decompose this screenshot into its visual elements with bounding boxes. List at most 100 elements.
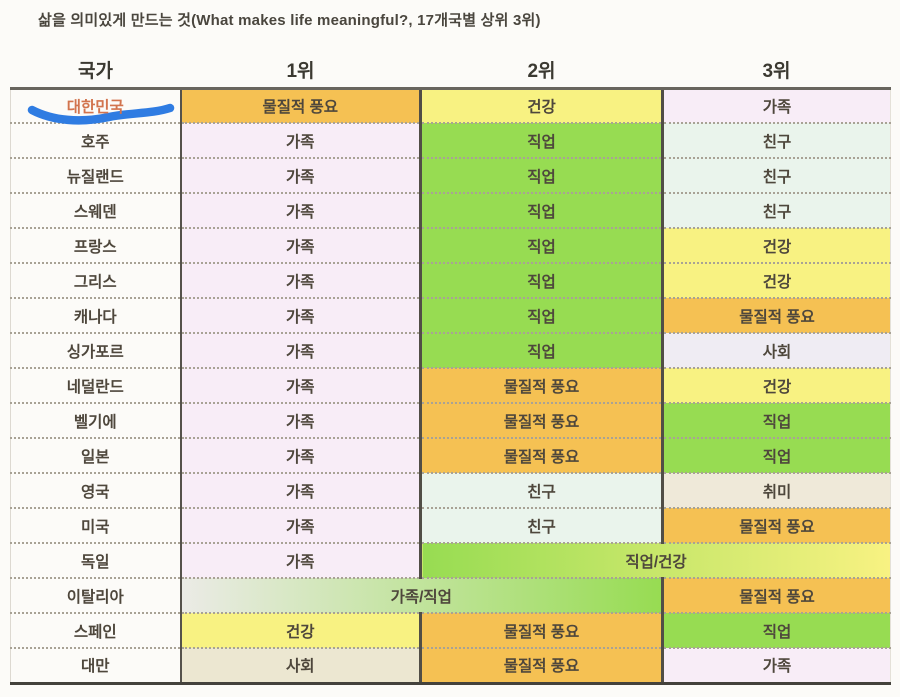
rank-cell: 가족	[179, 367, 421, 403]
rank-cell: 사회	[179, 647, 421, 685]
rank-cell: 직업	[419, 262, 663, 298]
country-label: 네덜란드	[66, 378, 124, 396]
country-label: 싱가포르	[66, 343, 124, 361]
table-row: 영국 가족 친구 취미	[10, 472, 891, 508]
rank-cell: 가족	[179, 297, 421, 333]
rank-cell: 가족	[179, 192, 421, 228]
country-cell: 프랑스	[10, 227, 181, 263]
country-cell: 스페인	[10, 612, 181, 648]
table-row: 프랑스 가족 직업 건강	[10, 227, 891, 263]
table-row: 벨기에 가족 물질적 풍요 직업	[10, 402, 891, 438]
table-row: 뉴질랜드 가족 직업 친구	[10, 157, 891, 193]
rank-cell: 친구	[661, 192, 891, 228]
rank-cell: 직업	[419, 157, 663, 193]
country-label: 독일	[80, 553, 110, 571]
rank-cell: 친구	[419, 507, 663, 543]
rank-cell: 가족	[179, 402, 421, 438]
rank-cell: 물질적 풍요	[661, 297, 891, 333]
rank-cell: 가족	[179, 437, 421, 473]
header-row: 국가 1위 2위 3위	[10, 45, 891, 90]
rank-cell: 직업	[661, 402, 891, 438]
country-label: 벨기에	[73, 413, 117, 431]
country-label: 스웨덴	[73, 203, 117, 221]
country-label: 미국	[80, 518, 110, 536]
rank-cell: 물질적 풍요	[419, 367, 663, 403]
country-cell: 영국	[10, 472, 181, 508]
rank-cell: 건강	[661, 367, 891, 403]
country-label: 뉴질랜드	[66, 168, 124, 186]
rank-cell: 직업	[419, 122, 663, 158]
country-cell: 대만	[10, 647, 181, 685]
rank-cell: 친구	[661, 122, 891, 158]
table-row: 캐나다 가족 직업 물질적 풍요	[10, 297, 891, 333]
country-label: 이탈리아	[66, 588, 124, 606]
rank-cell: 가족	[661, 647, 891, 685]
rank-cell: 가족	[179, 157, 421, 193]
table-row: 네덜란드 가족 물질적 풍요 건강	[10, 367, 891, 403]
rank-cell: 건강	[179, 612, 421, 648]
table-row: 대만 사회 물질적 풍요 가족	[10, 647, 891, 685]
country-label: 일본	[80, 448, 110, 466]
country-cell: 미국	[10, 507, 181, 543]
country-label: 캐나다	[73, 308, 117, 326]
rank-cell: 직업	[419, 297, 663, 333]
country-cell: 스웨덴	[10, 192, 181, 228]
country-label: 스페인	[73, 623, 117, 641]
country-label: 프랑스	[73, 238, 117, 256]
country-label: 대한민국	[66, 98, 124, 116]
country-cell: 뉴질랜드	[10, 157, 181, 193]
country-cell: 대한민국	[10, 88, 181, 125]
rank-cell: 친구	[419, 472, 663, 508]
table-row: 미국 가족 친구 물질적 풍요	[10, 507, 891, 543]
rank-cell: 건강	[419, 88, 663, 123]
rank-cell: 가족	[661, 88, 891, 123]
rank-cell: 가족	[179, 262, 421, 298]
rank-cell: 물질적 풍요	[419, 402, 663, 438]
page-title: 삶을 의미있게 만드는 것(What makes life meaningful…	[38, 12, 541, 29]
rank-cell: 가족	[179, 227, 421, 263]
rank-cell: 물질적 풍요	[419, 612, 663, 648]
table-row: 독일 가족 직업/건강	[10, 542, 891, 578]
country-cell: 일본	[10, 437, 181, 473]
rank-cell: 물질적 풍요	[661, 507, 891, 543]
table-row: 스페인 건강 물질적 풍요 직업	[10, 612, 891, 648]
header-rank1: 1위	[180, 45, 421, 90]
country-label: 영국	[80, 483, 110, 501]
table-row: 싱가포르 가족 직업 사회	[10, 332, 891, 368]
rank-cell: 건강	[661, 262, 891, 298]
rank-cell: 물질적 풍요	[419, 437, 663, 473]
rank-cell: 건강	[661, 227, 891, 263]
rank-cell: 취미	[661, 472, 891, 508]
table-row: 스웨덴 가족 직업 친구	[10, 192, 891, 228]
country-label: 호주	[80, 133, 110, 151]
country-cell: 캐나다	[10, 297, 181, 333]
table-row: 이탈리아 가족/직업 물질적 풍요	[10, 577, 891, 613]
rank-cell: 친구	[661, 157, 891, 193]
rank-cell: 물질적 풍요	[419, 647, 663, 685]
country-cell: 호주	[10, 122, 181, 158]
rank-cell: 직업	[419, 332, 663, 368]
header-rank2: 2위	[420, 45, 663, 90]
rank-cell: 직업	[661, 612, 891, 648]
header-rank3: 3위	[662, 45, 891, 90]
rank-cell: 직업/건강	[419, 542, 891, 578]
rank-cell: 가족	[179, 332, 421, 368]
country-label: 그리스	[73, 273, 117, 291]
rank-cell: 물질적 풍요	[179, 88, 421, 123]
country-cell: 그리스	[10, 262, 181, 298]
table-row: 대한민국 물질적 풍요 건강 가족	[10, 88, 891, 125]
table-row: 그리스 가족 직업 건강	[10, 262, 891, 298]
country-cell: 벨기에	[10, 402, 181, 438]
rank-cell: 가족	[179, 472, 421, 508]
table-row: 일본 가족 물질적 풍요 직업	[10, 437, 891, 473]
table-row: 호주 가족 직업 친구	[10, 122, 891, 158]
rank-cell: 가족	[179, 542, 421, 578]
rank-cell: 직업	[661, 437, 891, 473]
rank-cell: 직업	[419, 192, 663, 228]
country-label: 대만	[80, 658, 110, 676]
country-cell: 네덜란드	[10, 367, 181, 403]
rank-cell: 사회	[661, 332, 891, 368]
country-cell: 독일	[10, 542, 181, 578]
meaning-table: 국가 1위 2위 3위 대한민국 물질적 풍요 건강 가족 호주 가족 직업 친구 뉴질랜드 가족…	[10, 45, 891, 685]
rank-cell: 직업	[419, 227, 663, 263]
